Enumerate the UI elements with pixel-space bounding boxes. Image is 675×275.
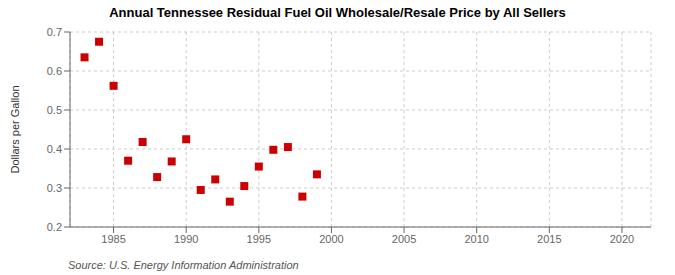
svg-text:0.3: 0.3 — [47, 182, 62, 194]
svg-text:0.5: 0.5 — [47, 104, 62, 116]
svg-text:0.6: 0.6 — [47, 65, 62, 77]
html-text:Source: U.S. Energy Informatio: Source: U.S. Energy Information Administ… — [68, 259, 299, 271]
svg-text:1990: 1990 — [174, 233, 198, 245]
svg-text:2005: 2005 — [392, 233, 416, 245]
svg-text:2000: 2000 — [319, 233, 343, 245]
svg-text:1985: 1985 — [101, 233, 125, 245]
svg-text:1995: 1995 — [247, 233, 271, 245]
svg-text:Dollars per Gallon: Dollars per Gallon — [9, 85, 21, 173]
svg-text:0.2: 0.2 — [47, 221, 62, 233]
svg-text:0.7: 0.7 — [47, 26, 62, 38]
svg-text:2015: 2015 — [537, 233, 561, 245]
svg-text:2010: 2010 — [464, 233, 488, 245]
svg-text:2020: 2020 — [610, 233, 634, 245]
html-text:Annual Tennessee Residual Fuel: Annual Tennessee Residual Fuel Oil Whole… — [109, 5, 566, 20]
svg-text:0.4: 0.4 — [47, 143, 62, 155]
